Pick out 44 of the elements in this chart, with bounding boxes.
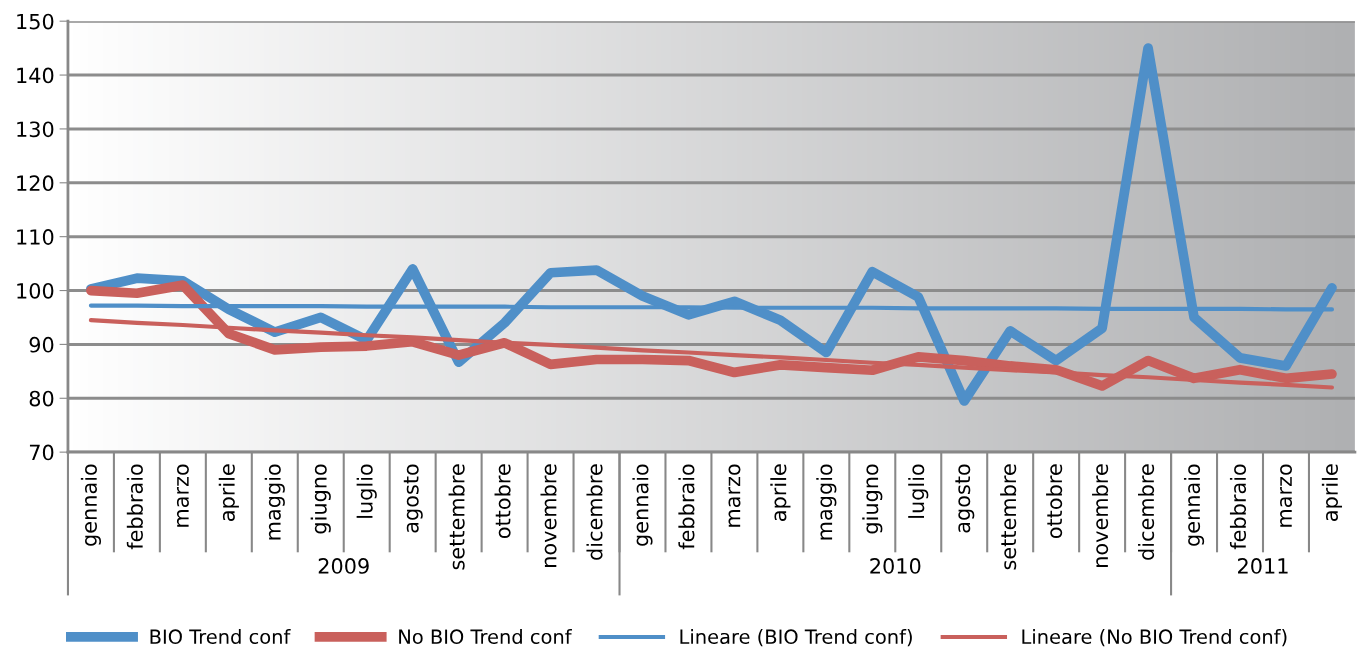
y-tick-label: 130 [17, 121, 54, 138]
x-tick-label: aprile [218, 464, 239, 521]
x-tick-label: aprile [770, 464, 791, 521]
x-tick-label: marzo [728, 464, 741, 527]
y-tick-label: 80 [29, 390, 54, 407]
text: 2010 [870, 558, 921, 574]
x-tick-label: maggio [264, 464, 285, 540]
x-tick-label: gennaio [80, 464, 102, 546]
x-tick-label: giugno [862, 464, 883, 534]
x-tick-label: agosto [955, 464, 975, 533]
y-tick-label: 70 [29, 444, 54, 461]
x-tick-label: luglio [356, 464, 377, 518]
y-tick-label: 90 [29, 336, 54, 353]
legend-label: BIO Trend conf [150, 628, 291, 645]
x-tick-label: marzo [1280, 464, 1293, 527]
y-tick-label: 100 [17, 282, 54, 299]
legend-label: No BIO Trend conf [399, 628, 572, 645]
y-tick-label: 140 [17, 67, 54, 84]
x-tick-label: maggio [816, 464, 837, 540]
y-tick-label: 150 [17, 13, 54, 30]
x-tick-label: settembre [448, 464, 465, 570]
text: 2009 [318, 558, 369, 574]
x-tick-label: febbraio [678, 464, 695, 550]
x-tick-label: gennaio [632, 464, 653, 546]
x-tick-label: settembre [1000, 464, 1017, 570]
x-tick-label: luglio [908, 464, 929, 518]
x-tick-label: agosto [403, 464, 423, 533]
x-tick-label: novembre [540, 464, 557, 567]
x-tick-label: marzo [176, 464, 189, 527]
y-tick-label: 120 [17, 175, 54, 192]
x-tick-label: ottobre [494, 464, 511, 539]
x-tick-label: dicembre [1138, 464, 1155, 560]
x-tick-label: novembre [1092, 464, 1109, 567]
x-tick-label: gennaio [1183, 464, 1205, 546]
x-tick-label: febbraio [126, 464, 143, 550]
x-tick-label: dicembre [586, 464, 603, 560]
legend-label: Lineare (BIO Trend conf) [680, 628, 912, 647]
legend-label: Lineare (No BIO Trend conf) [1022, 628, 1287, 647]
text: 2011 [1238, 558, 1288, 574]
x-tick-label: febbraio [1229, 464, 1247, 550]
x-tick-label: aprile [1321, 464, 1343, 521]
y-tick-label: 110 [17, 229, 54, 245]
x-tick-label: giugno [310, 464, 331, 534]
x-tick-label: ottobre [1046, 464, 1063, 539]
